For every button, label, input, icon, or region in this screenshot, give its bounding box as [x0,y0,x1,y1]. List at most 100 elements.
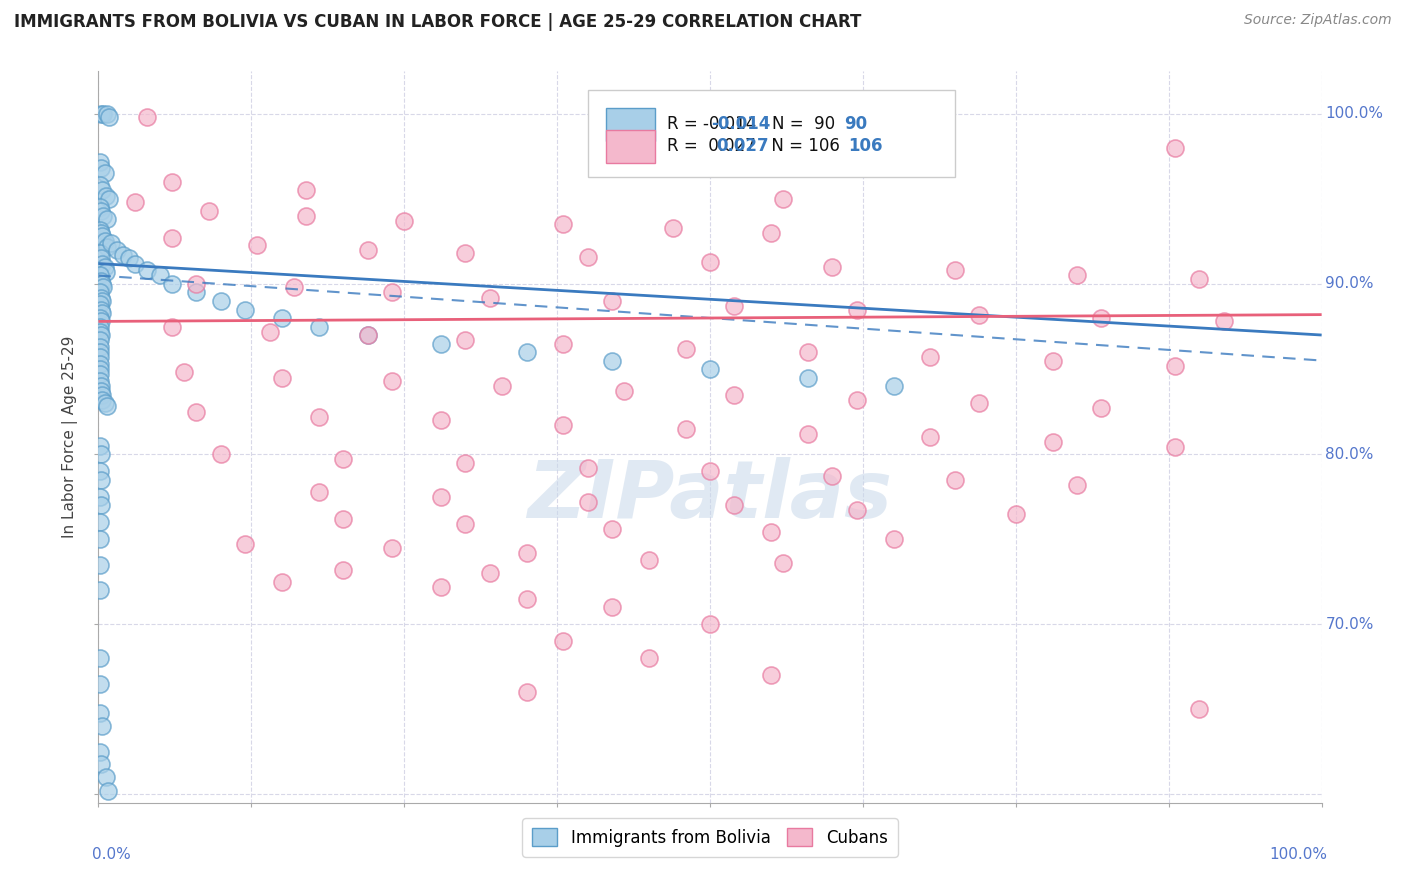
Point [1188,272,1211,286]
Point [576,494,599,508]
Point [89,651,111,665]
Point [89,201,111,215]
Point [1164,141,1187,155]
Point [89,490,111,504]
Point [96,212,118,227]
Point [111,248,134,262]
Point [576,460,599,475]
Point [91,306,114,320]
Point [98,192,121,206]
Point [160,319,183,334]
Point [332,563,354,577]
Point [89,558,111,572]
Point [91,719,114,733]
Point [94,770,117,784]
Point [89,178,111,193]
Point [160,231,183,245]
Point [89,532,111,546]
Point [430,490,453,504]
Point [89,319,111,334]
Point [515,345,537,359]
Point [91,392,114,407]
Point [761,525,783,540]
Point [91,209,114,223]
Point [699,617,721,632]
Point [89,357,111,371]
Point [699,362,721,376]
Point [308,484,330,499]
Point [943,263,966,277]
Point [430,413,453,427]
Point [93,260,115,274]
Point [97,784,120,798]
Text: R =  0.027   N = 106: R = 0.027 N = 106 [668,137,841,155]
Point [89,285,111,300]
Point [600,353,623,368]
Point [478,291,501,305]
Text: 90.0%: 90.0% [1326,277,1374,292]
Point [761,226,783,240]
Point [845,302,868,317]
Point [90,291,112,305]
Point [90,107,112,121]
Point [920,350,942,364]
Point [381,374,404,388]
Point [90,756,112,771]
Point [197,203,219,218]
Point [89,350,111,364]
Point [553,218,575,232]
Point [515,591,537,606]
Point [943,473,966,487]
Point [1212,314,1234,328]
Point [89,362,111,376]
Point [89,583,111,598]
Point [883,532,905,546]
Point [90,302,112,317]
Point [662,220,685,235]
Point [637,552,661,566]
Point [430,580,453,594]
Legend: Immigrants from Bolivia, Cubans: Immigrants from Bolivia, Cubans [523,819,897,856]
Point [845,392,868,407]
Point [270,370,294,384]
Point [772,192,794,206]
Point [967,396,990,410]
Point [233,302,256,317]
Point [600,293,623,308]
Text: 106: 106 [848,137,883,155]
Point [381,285,404,300]
Point [332,512,354,526]
Point [100,236,122,251]
Point [91,293,114,308]
Point [89,367,111,381]
Point [454,456,477,470]
Point [821,260,844,274]
Point [491,379,513,393]
Point [553,336,575,351]
Point [699,255,721,269]
Point [89,340,111,354]
Point [89,439,111,453]
Point [89,268,111,283]
Point [1042,353,1064,368]
Point [90,447,112,461]
Point [96,239,118,253]
Point [761,668,783,682]
Point [93,166,115,180]
Point [381,541,404,555]
Point [90,252,112,266]
Point [270,311,294,326]
Text: Source: ZipAtlas.com: Source: ZipAtlas.com [1244,13,1392,28]
Point [356,243,378,257]
Point [91,387,114,401]
Point [89,345,111,359]
Point [90,384,112,399]
Point [308,319,330,334]
Point [93,235,115,249]
Point [96,400,118,414]
Point [675,342,697,356]
Text: 0.027: 0.027 [716,137,769,155]
Point [553,634,575,648]
Point [637,651,661,665]
Point [295,209,318,223]
